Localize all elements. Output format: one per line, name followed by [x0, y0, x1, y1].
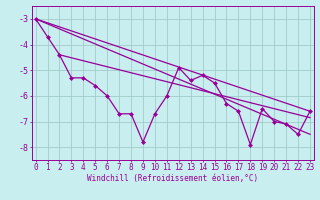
X-axis label: Windchill (Refroidissement éolien,°C): Windchill (Refroidissement éolien,°C) [87, 174, 258, 183]
